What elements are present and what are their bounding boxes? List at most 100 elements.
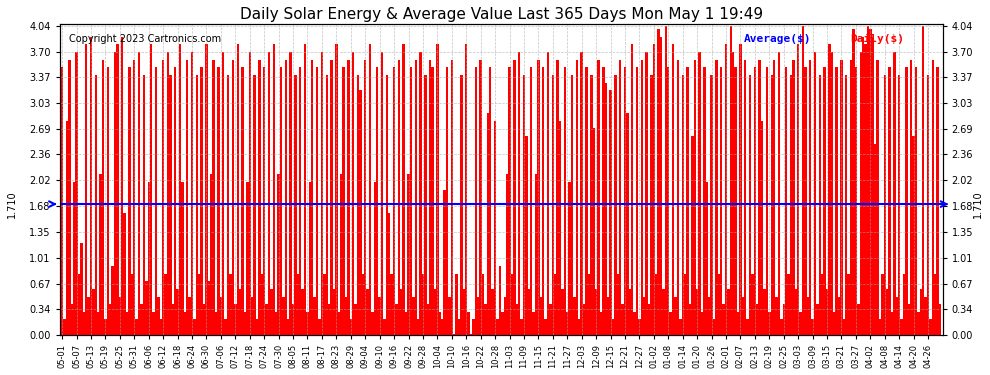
- Bar: [667, 67, 669, 335]
- Bar: [366, 289, 369, 335]
- Text: 1.710: 1.710: [7, 190, 17, 218]
- Bar: [371, 312, 373, 335]
- Bar: [930, 320, 932, 335]
- Bar: [585, 67, 588, 335]
- Bar: [124, 213, 126, 335]
- Bar: [152, 312, 154, 335]
- Bar: [857, 304, 859, 335]
- Bar: [75, 52, 78, 335]
- Bar: [343, 67, 345, 335]
- Bar: [829, 44, 831, 335]
- Bar: [417, 320, 420, 335]
- Bar: [193, 320, 196, 335]
- Bar: [352, 52, 354, 335]
- Bar: [538, 60, 540, 335]
- Bar: [129, 67, 131, 335]
- Bar: [893, 52, 896, 335]
- Bar: [674, 297, 677, 335]
- Text: Copyright 2023 Cartronics.com: Copyright 2023 Cartronics.com: [68, 34, 221, 44]
- Bar: [215, 312, 217, 335]
- Bar: [619, 60, 622, 335]
- Bar: [802, 26, 804, 335]
- Bar: [398, 60, 400, 335]
- Bar: [446, 67, 448, 335]
- Bar: [580, 52, 583, 335]
- Bar: [102, 60, 104, 335]
- Bar: [420, 52, 422, 335]
- Bar: [250, 297, 253, 335]
- Bar: [275, 312, 277, 335]
- Bar: [708, 297, 711, 335]
- Bar: [437, 44, 439, 335]
- Bar: [78, 274, 80, 335]
- Bar: [294, 75, 297, 335]
- Bar: [289, 52, 292, 335]
- Bar: [441, 320, 444, 335]
- Bar: [61, 67, 63, 335]
- Bar: [903, 274, 905, 335]
- Bar: [148, 182, 149, 335]
- Bar: [864, 44, 866, 335]
- Bar: [333, 289, 336, 335]
- Bar: [292, 304, 294, 335]
- Bar: [816, 304, 819, 335]
- Bar: [200, 67, 203, 335]
- Bar: [247, 182, 248, 335]
- Bar: [686, 67, 689, 335]
- Bar: [331, 60, 333, 335]
- Bar: [270, 289, 272, 335]
- Bar: [927, 75, 930, 335]
- Bar: [728, 289, 730, 335]
- Bar: [573, 297, 575, 335]
- Bar: [804, 67, 807, 335]
- Bar: [338, 312, 340, 335]
- Bar: [556, 60, 558, 335]
- Text: Average($): Average($): [743, 34, 812, 44]
- Bar: [624, 67, 627, 335]
- Bar: [922, 26, 925, 335]
- Bar: [114, 52, 116, 335]
- Bar: [70, 304, 73, 335]
- Bar: [107, 67, 109, 335]
- Bar: [260, 274, 263, 335]
- Bar: [542, 67, 545, 335]
- Bar: [410, 67, 412, 335]
- Bar: [85, 44, 87, 335]
- Bar: [881, 274, 883, 335]
- Bar: [701, 312, 703, 335]
- Bar: [272, 44, 275, 335]
- Bar: [213, 60, 215, 335]
- Bar: [304, 44, 306, 335]
- Bar: [171, 304, 174, 335]
- Bar: [908, 304, 910, 335]
- Bar: [494, 121, 496, 335]
- Bar: [287, 320, 289, 335]
- Bar: [773, 60, 775, 335]
- Bar: [210, 174, 213, 335]
- Bar: [181, 182, 183, 335]
- Bar: [740, 44, 742, 335]
- Bar: [681, 75, 684, 335]
- Bar: [227, 75, 230, 335]
- Bar: [718, 274, 720, 335]
- Bar: [723, 304, 725, 335]
- Bar: [896, 297, 898, 335]
- Text: Daily($): Daily($): [849, 34, 904, 44]
- Bar: [920, 289, 922, 335]
- Bar: [566, 312, 568, 335]
- Bar: [737, 312, 740, 335]
- Bar: [225, 320, 227, 335]
- Bar: [814, 52, 816, 335]
- Bar: [523, 75, 525, 335]
- Bar: [761, 121, 763, 335]
- Bar: [780, 320, 782, 335]
- Bar: [575, 60, 578, 335]
- Bar: [775, 297, 778, 335]
- Bar: [222, 52, 225, 335]
- Bar: [756, 304, 758, 335]
- Bar: [97, 312, 99, 335]
- Bar: [479, 60, 482, 335]
- Bar: [833, 312, 836, 335]
- Bar: [340, 174, 343, 335]
- Bar: [141, 304, 143, 335]
